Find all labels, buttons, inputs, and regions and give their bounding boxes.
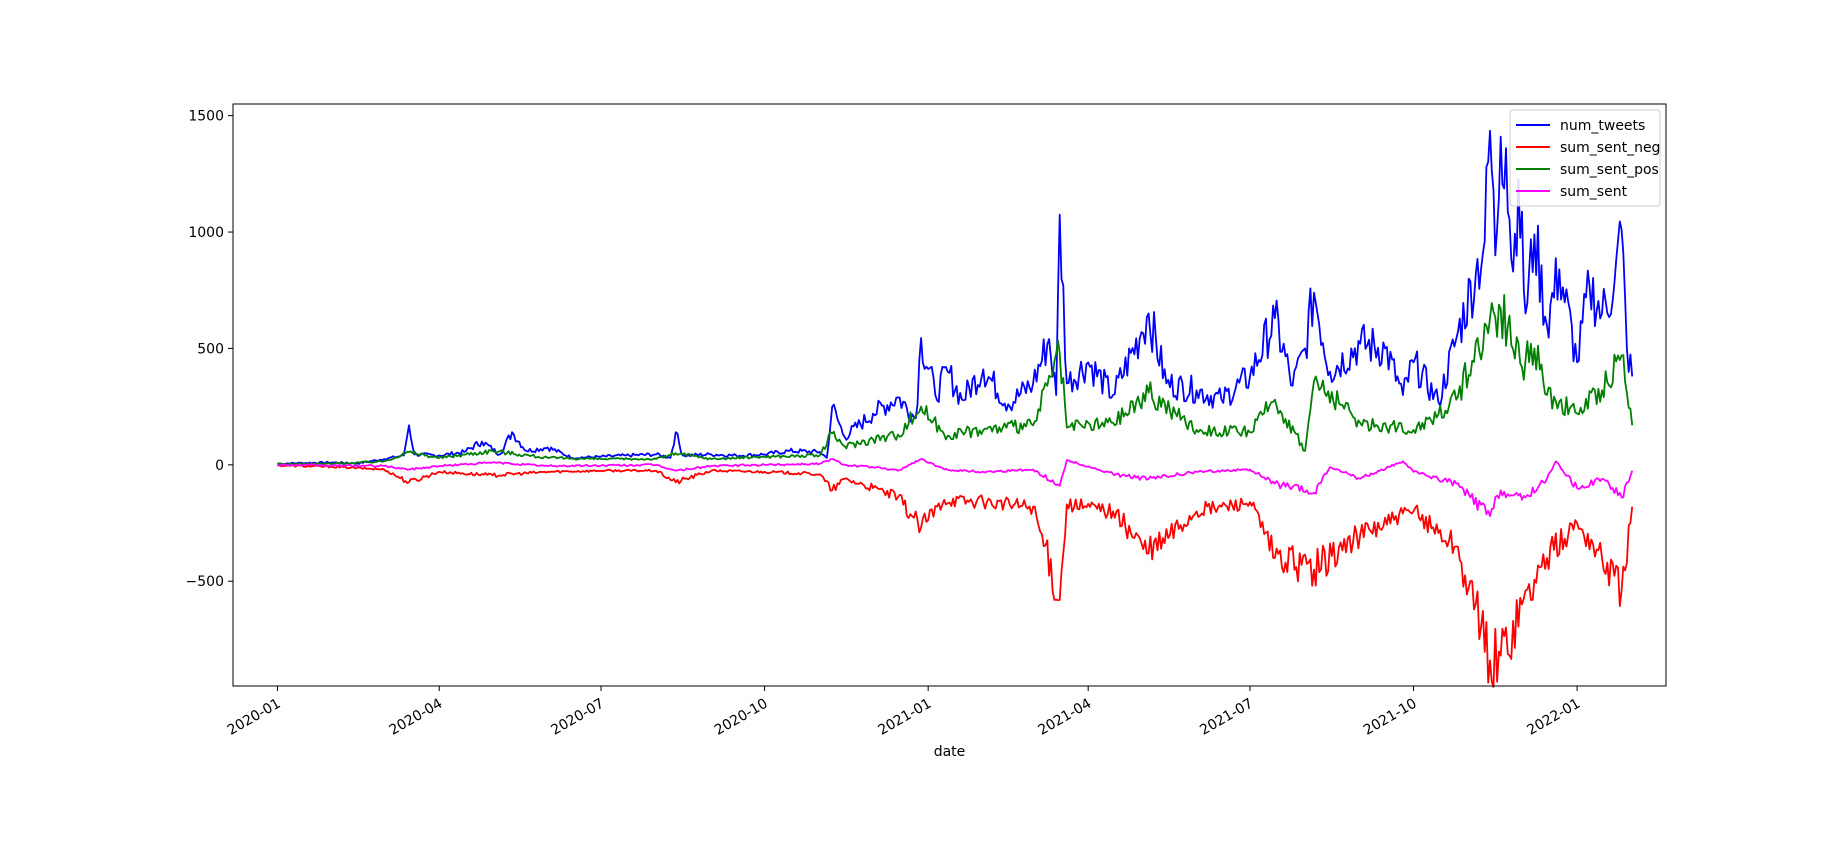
y-tick-label: 500: [197, 341, 224, 357]
y-tick-label: 1500: [188, 109, 224, 125]
y-axis: −500 0 500 1000 1500: [186, 109, 233, 590]
legend-box: [1509, 109, 1661, 207]
legend-label: sum_sent_pos: [1560, 162, 1659, 178]
legend: num_tweets sum_sent_neg sum_sent_pos sum_se…: [1509, 109, 1661, 207]
series-line-sum-sent: [277, 458, 1634, 517]
y-tick-label: 1000: [188, 225, 224, 241]
y-tick-label: 0: [215, 458, 224, 474]
x-axis-label: date: [934, 744, 966, 760]
series-line-sum-sent-pos: [277, 294, 1634, 466]
series-line-sum-sent-neg: [277, 464, 1634, 688]
legend-label: sum_sent_neg: [1560, 140, 1660, 156]
plot-frame: [232, 103, 1667, 687]
series-layer: [277, 129, 1634, 688]
legend-label: num_tweets: [1560, 118, 1645, 134]
legend-label: sum_sent: [1560, 184, 1628, 200]
y-tick-label: −500: [186, 574, 224, 590]
